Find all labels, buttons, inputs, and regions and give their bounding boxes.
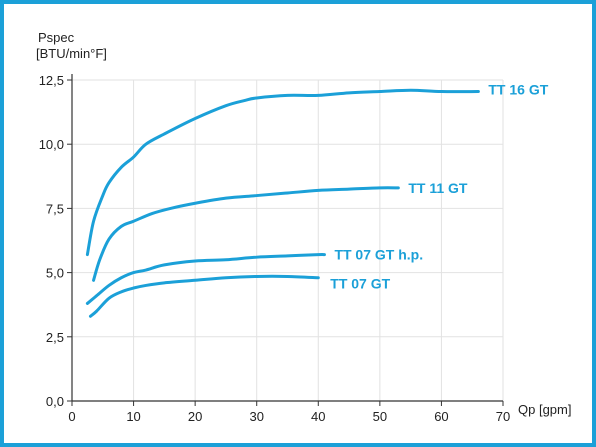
- x-tick-label-6: 60: [434, 409, 448, 424]
- y-axis-unit: [BTU/min°F]: [36, 46, 107, 61]
- y-tick-label-4: 10,0: [39, 137, 64, 152]
- x-tick-label-2: 20: [188, 409, 202, 424]
- axes: [67, 74, 504, 406]
- x-tick-label-4: 40: [311, 409, 325, 424]
- series-lines: [85, 88, 480, 318]
- series-line-2: [85, 253, 326, 305]
- x-tick-label-0: 0: [68, 409, 75, 424]
- series-line-3: [88, 274, 320, 318]
- y-tick-label-1: 2,5: [46, 330, 64, 345]
- series-line-0: [85, 88, 480, 257]
- series-label-2: TT 07 GT h.p.: [334, 247, 423, 263]
- series-line-1: [92, 186, 400, 282]
- x-tick-label-7: 70: [496, 409, 510, 424]
- x-axis-title: Qp [gpm]: [518, 402, 571, 417]
- series-label-1: TT 11 GT: [408, 180, 468, 196]
- x-tick-label-1: 10: [126, 409, 140, 424]
- y-tick-label-3: 7,5: [46, 201, 64, 216]
- series-label-0: TT 16 GT: [488, 82, 548, 98]
- series-labels: TT 16 GT TT 11 GT TT 07 GT h.p. TT 07 GT: [330, 82, 548, 292]
- series-label-3: TT 07 GT: [330, 276, 390, 292]
- x-tick-label-5: 50: [373, 409, 387, 424]
- y-tick-label-0: 0,0: [46, 394, 64, 409]
- x-tick-label-3: 30: [249, 409, 263, 424]
- y-tick-label-5: 12,5: [39, 73, 64, 88]
- grid: [71, 79, 504, 402]
- y-axis-title: Pspec: [38, 30, 75, 45]
- tick-labels: 0 10 20 30 40 50 60 70 0,0 2,5 5,0 7,5 10,0 12,5: [39, 73, 511, 424]
- y-tick-label-2: 5,0: [46, 266, 64, 281]
